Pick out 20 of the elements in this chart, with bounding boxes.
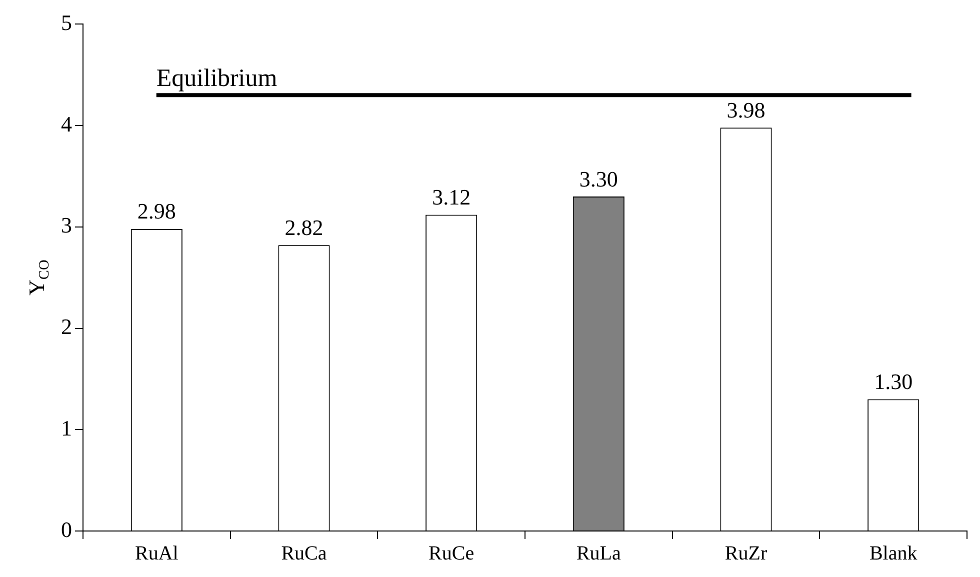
- x-tick-label: RuCe: [428, 542, 474, 564]
- y-axis-title: YCO: [24, 260, 52, 296]
- y-tick-label: 3: [61, 212, 72, 238]
- y-tick-label: 1: [61, 415, 72, 440]
- y-tick-label: 0: [61, 516, 72, 542]
- x-tick-label: RuZr: [724, 542, 768, 564]
- data-label: 3.12: [432, 184, 471, 210]
- x-tick-label: RuLa: [576, 542, 622, 564]
- x-tick-label: RuCa: [281, 542, 327, 564]
- data-label: 3.30: [579, 166, 618, 192]
- y-tick-label: 4: [61, 111, 72, 136]
- x-tick-label: RuAl: [134, 542, 179, 564]
- x-tick-label: Blank: [869, 542, 918, 564]
- data-label: 1.30: [874, 369, 913, 394]
- y-tick-label: 5: [61, 10, 72, 35]
- y-tick-label: 2: [61, 314, 72, 340]
- data-label: 2.82: [284, 214, 324, 240]
- data-label: 3.98: [726, 97, 766, 122]
- ref-line-label: Equilibrium: [156, 65, 278, 92]
- data-label: 2.98: [137, 198, 176, 224]
